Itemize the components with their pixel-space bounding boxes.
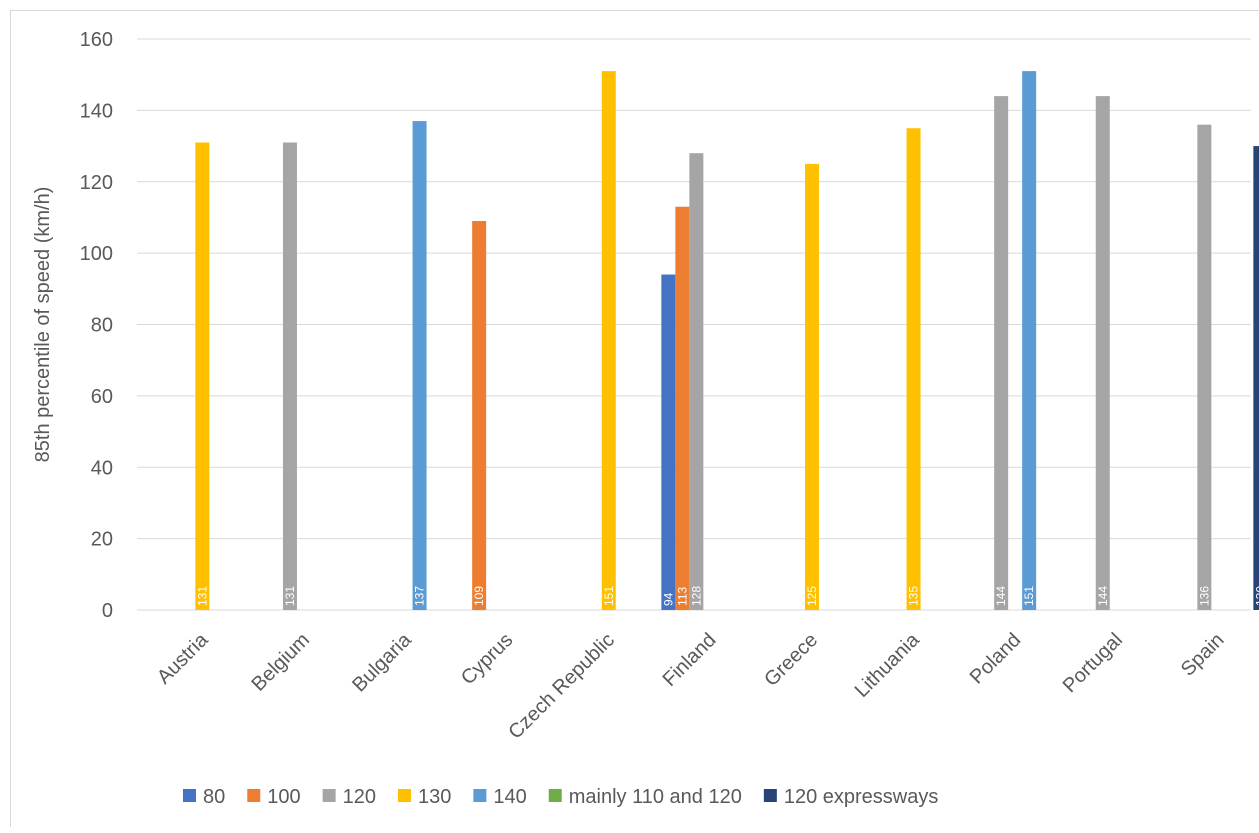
y-tick-label: 60 xyxy=(91,386,113,408)
bar xyxy=(195,142,210,610)
legend-swatch xyxy=(548,789,562,802)
bars: 131 131 137 109 151 94 113 128 125 135 144 151 144 13… xyxy=(195,71,1259,611)
bar xyxy=(1197,124,1212,611)
bar xyxy=(994,96,1009,611)
legend-swatch xyxy=(322,789,336,802)
chart-frame: 0 20 40 60 80 100 120 140 160 85th percentile of… xyxy=(10,10,1259,827)
legend: 80 100 120 130 140 mainly 110 and 120 120 expr… xyxy=(183,786,938,808)
legend-label: 130 xyxy=(418,786,451,808)
y-tick-label: 40 xyxy=(91,457,113,479)
bar xyxy=(1095,96,1110,611)
data-label: 136 xyxy=(1197,586,1211,606)
data-label: 131 xyxy=(283,586,297,606)
legend-label: 100 xyxy=(267,786,300,808)
x-tick-label: Portugal xyxy=(1059,629,1127,697)
bar-chart: 0 20 40 60 80 100 120 140 160 85th percentile of… xyxy=(32,29,1259,808)
data-label: 125 xyxy=(805,586,819,606)
legend-label: 80 xyxy=(203,786,225,808)
data-label: 135 xyxy=(907,586,921,606)
bar xyxy=(1022,71,1037,610)
y-tick-label: 100 xyxy=(80,243,113,265)
bar xyxy=(689,153,704,610)
legend-label: 140 xyxy=(493,786,526,808)
bar xyxy=(804,163,819,610)
bar xyxy=(472,221,487,610)
x-tick-label: Finland xyxy=(659,629,721,691)
legend-label: 120 expressways xyxy=(784,786,939,808)
data-label: 151 xyxy=(602,586,616,606)
data-label: 130 xyxy=(1253,586,1259,606)
data-label: 144 xyxy=(994,586,1008,606)
y-tick-label: 160 xyxy=(80,29,113,51)
bar xyxy=(601,71,616,610)
y-tick-label: 120 xyxy=(80,172,113,194)
y-tick-label: 0 xyxy=(102,600,113,622)
x-tick-label: Cyprus xyxy=(457,629,517,689)
bar xyxy=(661,274,676,610)
bar xyxy=(412,121,427,611)
legend-swatch xyxy=(473,789,487,802)
data-label: 128 xyxy=(689,586,703,606)
data-label: 137 xyxy=(413,586,427,606)
legend-label: mainly 110 and 120 xyxy=(569,786,742,808)
y-tick-label: 20 xyxy=(91,529,113,551)
data-label: 94 xyxy=(661,592,675,606)
y-axis-title: 85th percentile of speed (km/h) xyxy=(32,187,54,463)
x-tick-label: Greece xyxy=(760,629,822,691)
legend-swatch xyxy=(247,789,261,802)
x-tick-label: Poland xyxy=(966,629,1026,689)
data-label: 144 xyxy=(1096,586,1110,606)
legend-swatch xyxy=(398,789,411,802)
y-axis-ticks: 0 20 40 60 80 100 120 140 160 xyxy=(80,29,113,622)
bar xyxy=(906,128,921,610)
x-tick-label: Czech Republic xyxy=(504,629,619,744)
data-label: 151 xyxy=(1022,586,1036,606)
bar xyxy=(282,142,297,610)
y-tick-label: 80 xyxy=(91,315,113,337)
x-tick-label: Austria xyxy=(153,628,213,688)
x-tick-label: Lithuania xyxy=(851,628,925,702)
legend-swatch xyxy=(183,789,196,802)
bar xyxy=(675,206,690,610)
data-label: 109 xyxy=(472,586,486,606)
data-label: 131 xyxy=(195,586,209,606)
x-tick-label: Belgium xyxy=(247,629,314,696)
legend-swatch xyxy=(763,789,777,802)
bar xyxy=(1253,146,1259,610)
x-tick-label: Bulgaria xyxy=(348,628,416,696)
legend-label: 120 xyxy=(343,786,376,808)
y-tick-label: 140 xyxy=(80,100,113,122)
data-label: 113 xyxy=(675,587,689,606)
x-tick-label: Spain xyxy=(1177,629,1229,681)
